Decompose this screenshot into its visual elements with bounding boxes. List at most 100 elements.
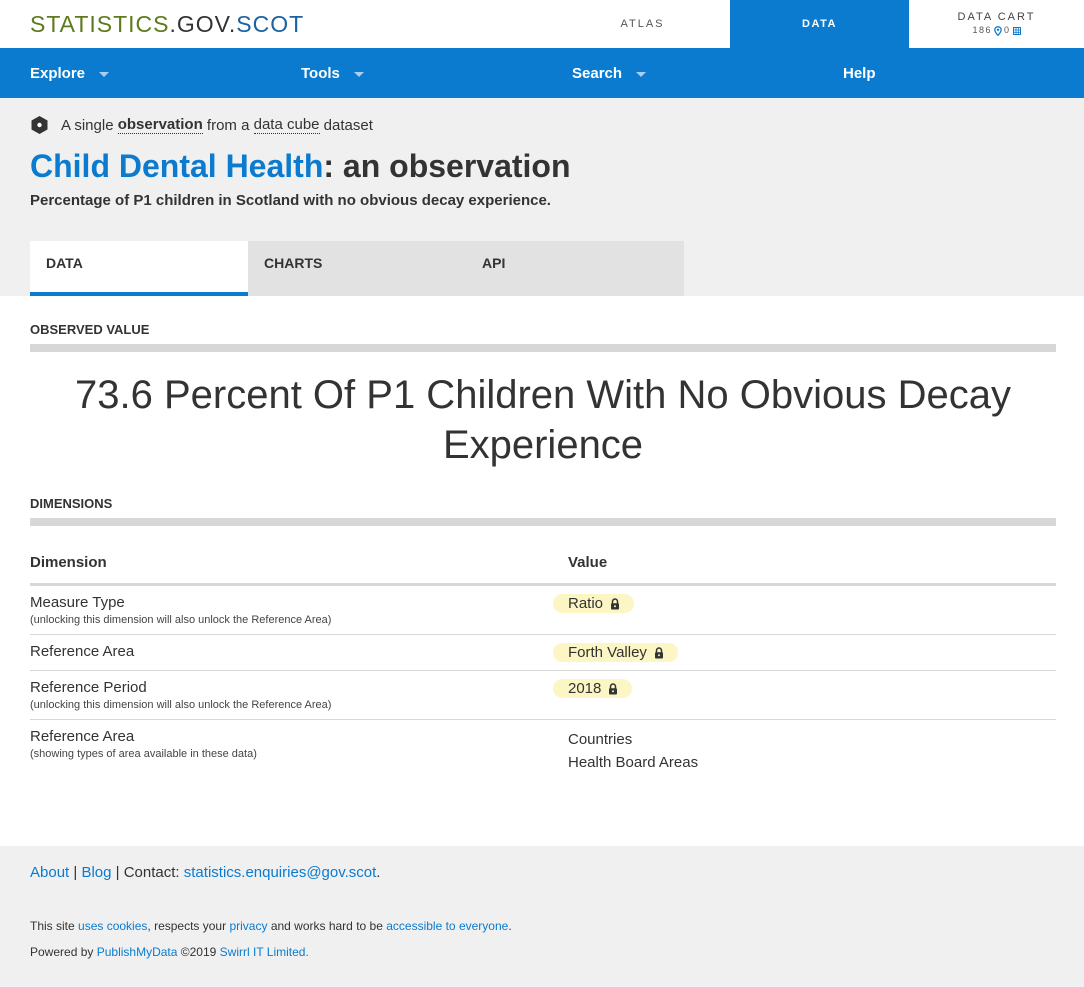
section-divider — [30, 518, 1056, 526]
blog-link[interactable]: Blog — [81, 864, 112, 881]
table-row: Measure Type (unlocking this dimension w… — [30, 584, 1056, 635]
column-header-value: Value — [568, 542, 1056, 586]
caret-down-icon — [99, 72, 110, 77]
privacy-link[interactable]: privacy — [229, 919, 268, 933]
intro-mid: from a — [206, 116, 250, 134]
table-row: Reference Period (unlocking this dimensi… — [30, 670, 1056, 720]
observation-term[interactable]: observation — [117, 116, 203, 134]
site-policy-line: This site uses cookies, respects your pr… — [30, 919, 1054, 933]
data-cart-link[interactable]: DATA CART 186 0 — [909, 0, 1084, 48]
nav-search[interactable]: Search — [542, 65, 813, 82]
caret-down-icon — [636, 72, 647, 77]
site-logo[interactable]: STATISTICS .GOV. SCOT — [0, 0, 555, 48]
observed-value: 73.6 Percent Of P1 Children With No Obvi… — [75, 373, 1011, 467]
data-link[interactable]: DATA — [730, 0, 909, 48]
nav-explore[interactable]: Explore — [0, 65, 271, 82]
dimension-value: Ratio — [568, 595, 604, 612]
policy-text-c: and works hard to be — [270, 919, 383, 933]
main-nav: Explore Tools Search Help — [0, 48, 1084, 98]
dimensions-table: Dimension Value Measure Type (unlocking … — [30, 542, 1056, 782]
caret-down-icon — [353, 72, 364, 77]
page-header: A single observation from a data cube da… — [0, 98, 1084, 296]
area-type-value: Countries — [568, 731, 633, 748]
site-footer: About | Blog | Contact: statistics.enqui… — [0, 846, 1084, 987]
data-cube-term[interactable]: data cube — [253, 116, 320, 134]
dimension-note: (unlocking this dimension will also unlo… — [30, 699, 332, 711]
footer-links: About | Blog | Contact: statistics.enqui… — [30, 864, 1054, 881]
lock-icon — [609, 682, 618, 694]
dimension-name: Reference Period — [30, 679, 147, 696]
publishmydata-link[interactable]: PublishMyData — [96, 945, 178, 959]
map-pin-icon — [994, 25, 1002, 36]
dimension-cell: Reference Area — [30, 634, 568, 671]
lock-icon — [611, 597, 620, 609]
view-tabs: DATA CHARTS API — [30, 241, 684, 296]
top-bar: STATISTICS .GOV. SCOT ATLAS DATA DATA CART… — [0, 0, 1084, 48]
logo-part-statistics: STATISTICS — [30, 10, 170, 37]
dimension-value: 2018 — [568, 680, 602, 697]
locked-value-pill[interactable]: Forth Valley — [553, 643, 678, 662]
dimension-note: (showing types of area available in thes… — [30, 748, 257, 760]
powered-by-line: Powered by PublishMyData ©2019 Swirrl IT… — [30, 945, 1054, 959]
dimensions-heading: DIMENSIONS — [30, 496, 113, 511]
value-cell: 2018 — [553, 670, 1056, 720]
accessibility-link[interactable]: accessible to everyone — [386, 919, 509, 933]
copyright-text: ©2019 — [180, 945, 217, 959]
data-cart-counts: 186 0 — [972, 24, 1021, 37]
dataset-title-link[interactable]: Child Dental Health — [30, 148, 324, 184]
tab-data[interactable]: DATA — [30, 241, 248, 296]
dimension-name: Reference Area — [30, 728, 135, 745]
dataset-intro: A single observation from a data cube da… — [30, 114, 1054, 136]
logo-part-gov: .GOV. — [169, 10, 237, 37]
policy-text-b: , respects your — [147, 919, 227, 933]
dimension-name: Reference Area — [30, 643, 135, 660]
section-divider — [30, 344, 1056, 352]
value-cell: Countries Health Board Areas — [568, 720, 1056, 783]
powered-by-label: Powered by — [30, 945, 94, 959]
lock-icon — [654, 646, 663, 658]
main-content: OBSERVED VALUE 73.6 Percent Of P1 Childr… — [0, 322, 1084, 782]
tab-charts[interactable]: CHARTS — [248, 241, 466, 296]
intro-prefix: A single — [61, 116, 114, 134]
table-row: Reference Area Forth Valley — [30, 634, 1056, 671]
dimension-value: Forth Valley — [568, 644, 647, 661]
cookies-link[interactable]: uses cookies — [78, 919, 148, 933]
dataset-description: Percentage of P1 children in Scotland wi… — [30, 192, 551, 209]
intro-suffix: dataset — [323, 116, 373, 134]
locked-value-pill[interactable]: Ratio — [553, 594, 635, 613]
nav-explore-label: Explore — [30, 64, 86, 82]
nav-search-label: Search — [572, 64, 623, 82]
nav-help-label: Help — [843, 64, 876, 82]
cart-places-count: 186 — [972, 25, 992, 35]
dimension-cell: Reference Period (unlocking this dimensi… — [30, 670, 568, 720]
policy-text-a: This site — [30, 919, 75, 933]
contact-label: | Contact: — [115, 864, 180, 881]
dimension-cell: Measure Type (unlocking this dimension w… — [30, 584, 568, 635]
column-header-dimension: Dimension — [30, 542, 568, 586]
table-header-row: Dimension Value — [30, 542, 1056, 586]
page-title: Child Dental Health: an observation — [30, 144, 1054, 188]
policy-text-d: . — [508, 919, 512, 933]
dimension-name: Measure Type — [30, 594, 125, 611]
nav-tools[interactable]: Tools — [271, 65, 542, 82]
footer-separator: | — [73, 864, 78, 881]
tab-api[interactable]: API — [466, 241, 684, 296]
dimension-cell: Reference Area (showing types of area av… — [30, 720, 568, 783]
atlas-link[interactable]: ATLAS — [620, 18, 665, 30]
value-cell: Ratio — [553, 584, 1056, 635]
locked-value-pill[interactable]: 2018 — [553, 679, 633, 698]
table-row: Reference Area (showing types of area av… — [30, 720, 1056, 783]
footer-period: . — [376, 864, 381, 881]
nav-help[interactable]: Help — [813, 65, 1084, 82]
nav-tools-label: Tools — [301, 64, 340, 82]
cube-hexagon-icon — [31, 116, 48, 134]
about-link[interactable]: About — [30, 864, 70, 881]
area-type-value: Health Board Areas — [568, 754, 699, 771]
swirrl-link[interactable]: Swirrl IT Limited. — [219, 945, 309, 959]
observed-value-heading: OBSERVED VALUE — [30, 322, 150, 337]
cart-data-count: 0 — [1004, 25, 1011, 35]
value-cell: Forth Valley — [553, 634, 1056, 671]
dimension-note: (unlocking this dimension will also unlo… — [30, 614, 332, 626]
logo-part-scot: SCOT — [236, 10, 305, 37]
contact-email-link[interactable]: statistics.enquiries@gov.scot — [183, 864, 377, 881]
